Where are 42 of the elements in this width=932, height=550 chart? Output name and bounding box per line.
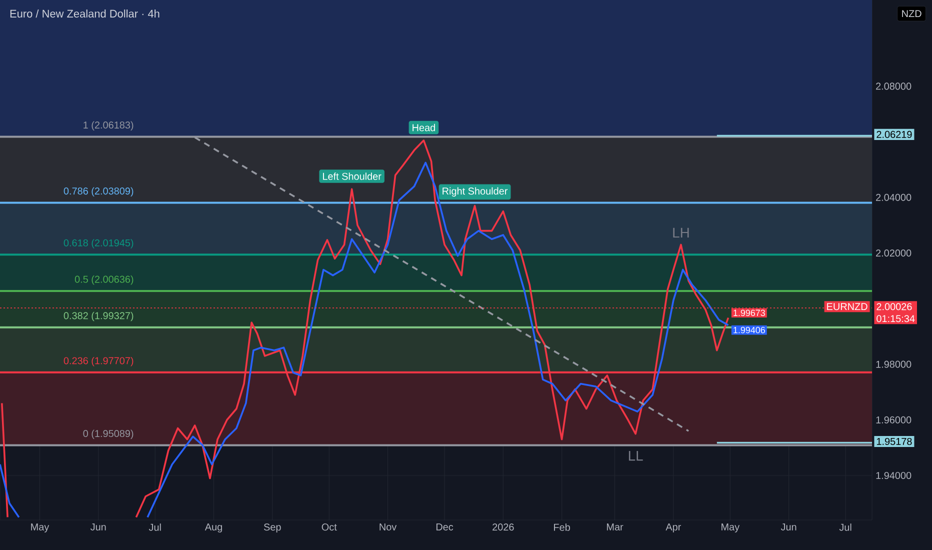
- x-tick-label: Dec: [436, 524, 454, 530]
- x-tick-label: Jun: [90, 524, 106, 530]
- x-tick-label: Nov: [380, 524, 397, 530]
- annotation: Left Shoulder: [323, 172, 382, 180]
- data-label: 2.06219: [876, 130, 912, 138]
- x-tick-label: Apr: [666, 524, 681, 532]
- x-tick-label: May: [722, 524, 740, 532]
- data-label: 2.00026: [876, 303, 912, 310]
- ref-line-label: 0.618 (2.01945): [64, 239, 134, 248]
- ref-line-label: 0.5 (2.00636): [74, 275, 134, 285]
- y-tick-label: 2.08000: [876, 82, 912, 90]
- text: Euro / New Zealand Dollar · 4h: [10, 10, 160, 18]
- x-tick-label: Jul: [148, 524, 161, 531]
- text: 01:15:34: [876, 315, 915, 322]
- x-tick-label: Oct: [322, 524, 337, 531]
- y-tick-label: 1.96000: [876, 416, 912, 424]
- annotation: LL: [628, 450, 643, 461]
- y-tick-label: 2.04000: [876, 194, 912, 201]
- ref-line-label: 0 (1.95089): [83, 430, 134, 440]
- x-tick-label: Feb: [554, 524, 570, 531]
- data-label: 1.99673: [734, 310, 765, 316]
- annotation: EURNZD: [827, 303, 868, 310]
- x-tick-label: Jun: [780, 524, 796, 530]
- data-label: 1.95178: [876, 438, 912, 445]
- x-tick-label: 2026: [492, 524, 514, 531]
- x-tick-label: May: [31, 524, 50, 532]
- ref-line-label: 0.236 (1.97707): [64, 356, 134, 366]
- x-tick-label: Sep: [264, 524, 281, 533]
- ref-line-label: 0.786 (2.03809): [64, 187, 134, 197]
- y-axis-title: NZD: [902, 10, 922, 18]
- y-tick-label: 1.98000: [876, 360, 912, 368]
- data-label: 1.99406: [734, 326, 765, 334]
- ref-line-label: 0.382 (1.99327): [64, 312, 134, 322]
- x-tick-label: Jul: [839, 524, 852, 531]
- annotation: LH: [673, 228, 689, 238]
- ref-line-label: 1 (2.06183): [84, 121, 134, 131]
- x-tick-label: Aug: [204, 524, 222, 532]
- annotation: Head: [412, 124, 435, 132]
- y-tick-label: 2.02000: [876, 250, 912, 257]
- x-tick-label: Mar: [606, 524, 624, 530]
- annotation: Right Shoulder: [442, 187, 508, 197]
- y-tick-label: 1.94000: [876, 472, 912, 480]
